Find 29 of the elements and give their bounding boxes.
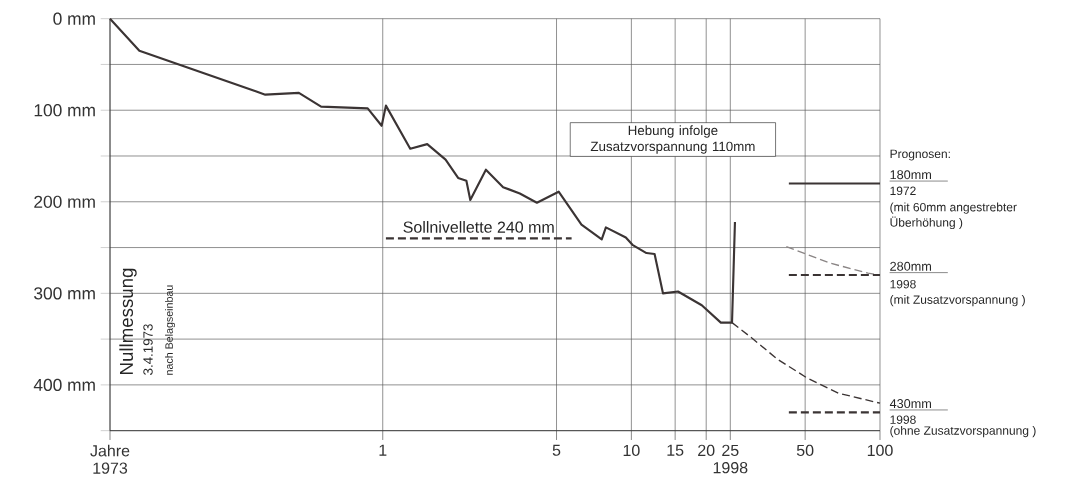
text: 1972	[890, 186, 916, 196]
y-tick-label: 0 mm	[53, 12, 95, 25]
text: 1998	[890, 415, 916, 424]
y-tick-label: 300 mm	[34, 287, 95, 300]
y-tick-label: 100 mm	[34, 104, 95, 117]
series-label: 430mm	[889, 399, 931, 409]
annotation: Nullmessung	[119, 268, 137, 374]
x-tick-label: 15	[667, 444, 684, 456]
x-tick-label: 20	[698, 444, 715, 457]
series-label: Sollnivellette 240 mm	[403, 221, 554, 233]
text: (mit Zusatzvorspannung )	[890, 295, 1025, 307]
x-tick-label: Jahre 1973	[90, 444, 130, 474]
x-tick-label: 1	[379, 444, 387, 456]
annotation: Hebung infolge Zusatzvorspannung 110mm	[590, 125, 755, 154]
text: (ohne Zusatzvorspannung )	[890, 425, 1036, 438]
series-label: 280mm	[890, 261, 931, 271]
text: Überhöhung )	[890, 216, 963, 230]
x-tick-label: 50	[796, 444, 814, 457]
text: 1998	[890, 279, 916, 289]
series-label: 180mm	[890, 170, 931, 180]
x-tick-label: 5	[552, 444, 561, 456]
x-tick-label: 100	[867, 444, 893, 457]
text: Prognosen:	[890, 149, 950, 161]
y-tick-label: 400 mm	[33, 378, 95, 392]
x-tick-label: 10	[623, 444, 640, 457]
annotation: 3.4.1973	[143, 324, 153, 375]
text: (mit 60mm angestrebter	[890, 202, 1017, 214]
annotation: nach Belagseinbau	[165, 285, 175, 375]
y-tick-label: 200 mm	[34, 195, 95, 208]
